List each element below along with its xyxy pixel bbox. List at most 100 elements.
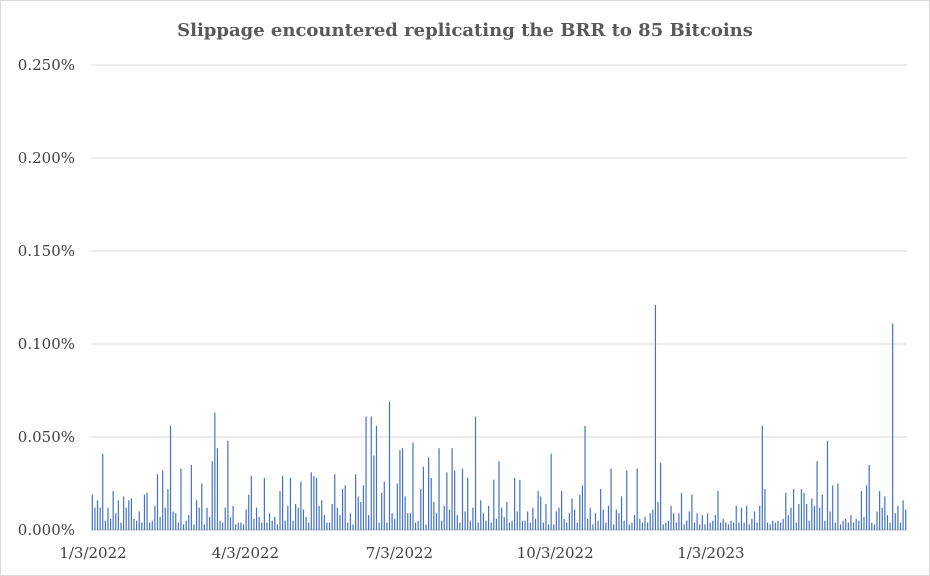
bar <box>255 507 258 530</box>
bar <box>268 513 271 530</box>
bar <box>774 522 776 530</box>
bar <box>764 489 766 530</box>
bar <box>368 515 370 530</box>
bar <box>209 516 211 530</box>
bar <box>644 516 646 530</box>
bar <box>435 513 438 530</box>
bar <box>615 509 617 530</box>
y-tick-label: 0.100% <box>18 335 75 353</box>
bar <box>378 522 380 530</box>
bar <box>678 513 680 530</box>
bar <box>94 507 96 530</box>
bar <box>803 492 805 530</box>
bar <box>404 496 406 530</box>
bar <box>133 518 135 530</box>
bar <box>193 524 195 530</box>
bar <box>847 522 849 530</box>
bar <box>235 524 237 530</box>
bar <box>560 490 563 530</box>
bar <box>461 468 464 530</box>
bar <box>657 502 659 530</box>
bar <box>341 489 344 530</box>
bar <box>886 515 889 530</box>
bar <box>417 520 419 530</box>
bar <box>154 505 156 530</box>
bar <box>104 520 106 530</box>
bar <box>451 448 453 530</box>
bar <box>899 522 902 530</box>
bar <box>532 507 534 530</box>
bar <box>816 461 818 530</box>
bar <box>503 516 505 530</box>
bar <box>537 490 539 530</box>
bar <box>109 518 112 530</box>
bar <box>190 464 192 530</box>
bar <box>501 507 503 530</box>
bar <box>443 505 445 530</box>
bar <box>701 515 703 530</box>
bar <box>459 522 461 530</box>
bar <box>172 511 174 530</box>
bar <box>759 505 761 530</box>
bar <box>879 490 881 530</box>
bar <box>141 522 143 530</box>
bar <box>149 522 151 530</box>
bar <box>308 522 310 530</box>
bar <box>607 505 610 530</box>
bar <box>545 503 547 530</box>
bar <box>175 513 177 530</box>
bar <box>740 507 743 530</box>
bar <box>792 489 795 530</box>
bar <box>477 522 479 530</box>
bar <box>769 524 771 530</box>
bar <box>381 492 383 530</box>
bar <box>206 507 208 530</box>
bar <box>412 442 414 530</box>
x-tick-label: 10/3/2022 <box>517 544 594 562</box>
bar <box>779 522 782 530</box>
bar <box>654 304 657 530</box>
bar <box>383 481 385 530</box>
bar <box>467 477 469 530</box>
bar <box>305 516 307 530</box>
bar <box>785 492 787 530</box>
bar <box>795 522 797 530</box>
bar <box>352 524 354 530</box>
bar <box>282 476 284 530</box>
bar <box>248 494 250 530</box>
bar <box>670 505 672 530</box>
bar <box>566 522 568 530</box>
bar <box>328 522 331 530</box>
y-tick-label: 0.050% <box>18 428 75 446</box>
bar <box>336 507 338 530</box>
bar <box>743 522 745 530</box>
bar <box>834 522 836 530</box>
bar <box>143 494 146 530</box>
bar <box>159 516 161 530</box>
bar <box>871 522 873 530</box>
bar <box>720 522 722 530</box>
bar <box>665 522 667 530</box>
bar <box>355 474 357 530</box>
bar <box>456 515 458 530</box>
bar <box>798 503 800 530</box>
bar <box>122 496 125 530</box>
bar <box>219 520 221 530</box>
bar <box>485 520 487 530</box>
bar <box>897 505 899 530</box>
bar <box>407 513 409 530</box>
bar <box>276 524 278 530</box>
bar <box>375 425 378 530</box>
bar <box>605 522 607 530</box>
bar <box>730 520 732 530</box>
bar <box>266 522 268 530</box>
bar <box>620 496 623 530</box>
bar <box>514 477 516 530</box>
bar <box>688 511 690 530</box>
bar <box>167 489 169 530</box>
bar <box>808 520 810 530</box>
bar <box>331 503 333 530</box>
bar <box>130 498 133 530</box>
bar <box>229 516 232 530</box>
bar <box>388 401 391 530</box>
